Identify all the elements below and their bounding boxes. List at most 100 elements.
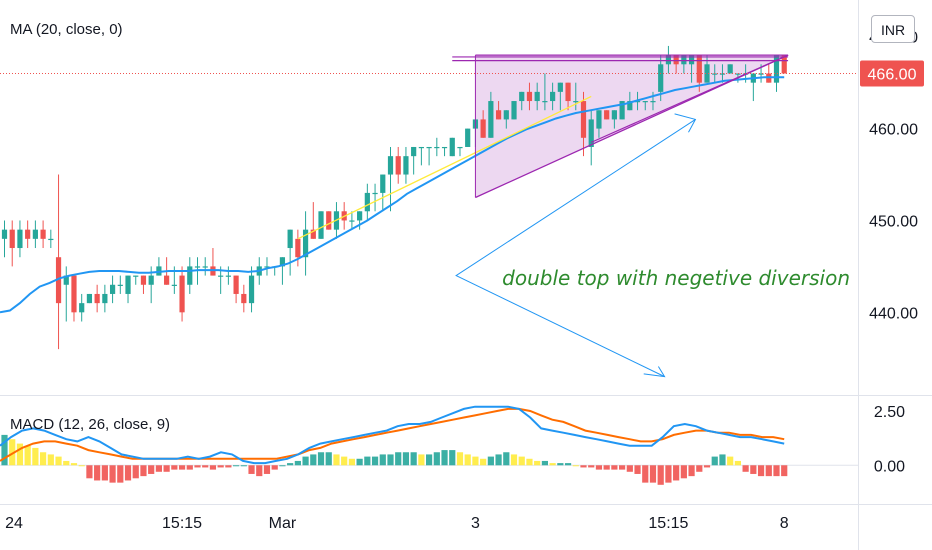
macd-histogram-bar[interactable]	[225, 465, 232, 468]
candle-body[interactable]	[573, 101, 579, 103]
macd-histogram-bar[interactable]	[9, 439, 16, 466]
macd-histogram-bar[interactable]	[595, 465, 603, 470]
candle-body[interactable]	[63, 275, 69, 285]
candle-body[interactable]	[102, 293, 108, 304]
macd-histogram-bar[interactable]	[549, 463, 556, 466]
macd-histogram-bar[interactable]	[217, 465, 224, 468]
macd-histogram-bar[interactable]	[696, 465, 703, 472]
macd-histogram-bar[interactable]	[487, 456, 494, 466]
macd-histogram-bar[interactable]	[302, 456, 309, 466]
candle-body[interactable]	[248, 275, 255, 304]
macd-histogram-bar[interactable]	[194, 465, 201, 468]
macd-histogram-bar[interactable]	[371, 456, 379, 466]
candle-body[interactable]	[194, 266, 201, 268]
macd-histogram-bar[interactable]	[279, 465, 286, 467]
macd-histogram-bar[interactable]	[480, 458, 487, 466]
candle-body[interactable]	[318, 211, 324, 239]
candle-body[interactable]	[441, 146, 448, 149]
candle-body[interactable]	[164, 275, 170, 285]
macd-histogram-bar[interactable]	[449, 450, 456, 466]
macd-histogram-bar[interactable]	[24, 445, 31, 466]
macd-histogram-bar[interactable]	[418, 454, 425, 466]
candle-body[interactable]	[634, 101, 641, 103]
macd-pane[interactable]	[0, 405, 858, 485]
candle-body[interactable]	[125, 275, 131, 294]
macd-histogram-bar[interactable]	[727, 456, 734, 466]
candle-body[interactable]	[611, 110, 617, 120]
macd-histogram-bar[interactable]	[140, 465, 147, 477]
macd-histogram-bar[interactable]	[163, 465, 170, 472]
macd-histogram-bar[interactable]	[248, 465, 255, 474]
candle-body[interactable]	[411, 146, 417, 157]
macd-histogram-bar[interactable]	[148, 465, 155, 474]
candle-body[interactable]	[658, 64, 664, 92]
macd-histogram-bar[interactable]	[402, 452, 410, 466]
candle-body[interactable]	[79, 303, 85, 313]
candle-body[interactable]	[48, 238, 54, 241]
candle-body[interactable]	[565, 82, 571, 102]
macd-histogram-bar[interactable]	[40, 452, 47, 466]
time-axis[interactable]: 24 15:15 Mar 3 15:15 8	[5, 515, 789, 532]
macd-histogram-bar[interactable]	[32, 447, 39, 466]
candle-body[interactable]	[480, 119, 486, 138]
macd-histogram-bar[interactable]	[426, 454, 433, 466]
candle-body[interactable]	[148, 275, 154, 285]
candle-body[interactable]	[171, 284, 177, 286]
macd-histogram-bar[interactable]	[564, 463, 572, 466]
candle-body[interactable]	[295, 238, 301, 258]
macd-histogram-bar[interactable]	[233, 465, 240, 467]
macd-histogram-bar[interactable]	[495, 454, 502, 466]
macd-histogram-bar[interactable]	[410, 452, 417, 466]
macd-histogram-bar[interactable]	[642, 465, 649, 483]
macd-histogram-bar[interactable]	[333, 454, 340, 466]
candle-body[interactable]	[681, 55, 687, 65]
candle-body[interactable]	[627, 101, 633, 111]
macd-histogram-bar[interactable]	[781, 465, 788, 477]
candle-body[interactable]	[534, 91, 540, 102]
macd-histogram-bar[interactable]	[55, 456, 62, 466]
candle-body[interactable]	[387, 156, 394, 175]
candle-body[interactable]	[1, 229, 8, 239]
candle-body[interactable]	[465, 128, 471, 147]
macd-histogram-bar[interactable]	[379, 454, 386, 466]
macd-histogram-bar[interactable]	[101, 465, 108, 481]
candle-body[interactable]	[418, 146, 424, 149]
candle-body[interactable]	[140, 275, 147, 285]
macd-histogram-bar[interactable]	[356, 458, 363, 466]
candle-body[interactable]	[25, 229, 31, 239]
candle-body[interactable]	[519, 91, 525, 102]
candle-body[interactable]	[758, 73, 764, 75]
macd-histogram-bar[interactable]	[719, 454, 726, 466]
candle-body[interactable]	[71, 275, 77, 313]
macd-histogram-bar[interactable]	[209, 465, 217, 470]
candle-body[interactable]	[109, 284, 116, 294]
candle-body[interactable]	[426, 146, 432, 149]
macd-histogram-bar[interactable]	[526, 458, 533, 466]
candle-body[interactable]	[302, 229, 309, 258]
candle-body[interactable]	[117, 284, 123, 286]
macd-histogram-bar[interactable]	[572, 465, 579, 467]
macd-histogram-bar[interactable]	[580, 465, 587, 468]
macd-histogram-bar[interactable]	[773, 465, 780, 477]
macd-histogram-bar[interactable]	[155, 465, 162, 472]
candle-body[interactable]	[55, 257, 62, 304]
candle-body[interactable]	[349, 220, 355, 222]
candle-body[interactable]	[395, 156, 401, 175]
candlestick-series[interactable]	[1, 45, 787, 350]
macd-histogram-bar[interactable]	[186, 465, 193, 470]
macd-histogram-bar[interactable]	[132, 465, 139, 479]
macd-legend[interactable]: MACD (12, 26, close, 9)	[10, 416, 170, 433]
macd-histogram-bar[interactable]	[178, 465, 186, 470]
macd-histogram-bar[interactable]	[649, 465, 657, 483]
macd-histogram-bar[interactable]	[1, 434, 8, 466]
macd-histogram-bar[interactable]	[287, 463, 294, 466]
macd-histogram-bar[interactable]	[557, 463, 564, 466]
macd-histogram-bar[interactable]	[341, 456, 348, 466]
candle-body[interactable]	[704, 64, 710, 83]
candle-body[interactable]	[488, 101, 494, 138]
macd-histogram-bar[interactable]	[325, 452, 332, 466]
macd-histogram-bar[interactable]	[734, 460, 741, 466]
macd-histogram-bar[interactable]	[240, 465, 247, 467]
macd-histogram-bar[interactable]	[634, 465, 641, 474]
candle-body[interactable]	[580, 101, 587, 138]
